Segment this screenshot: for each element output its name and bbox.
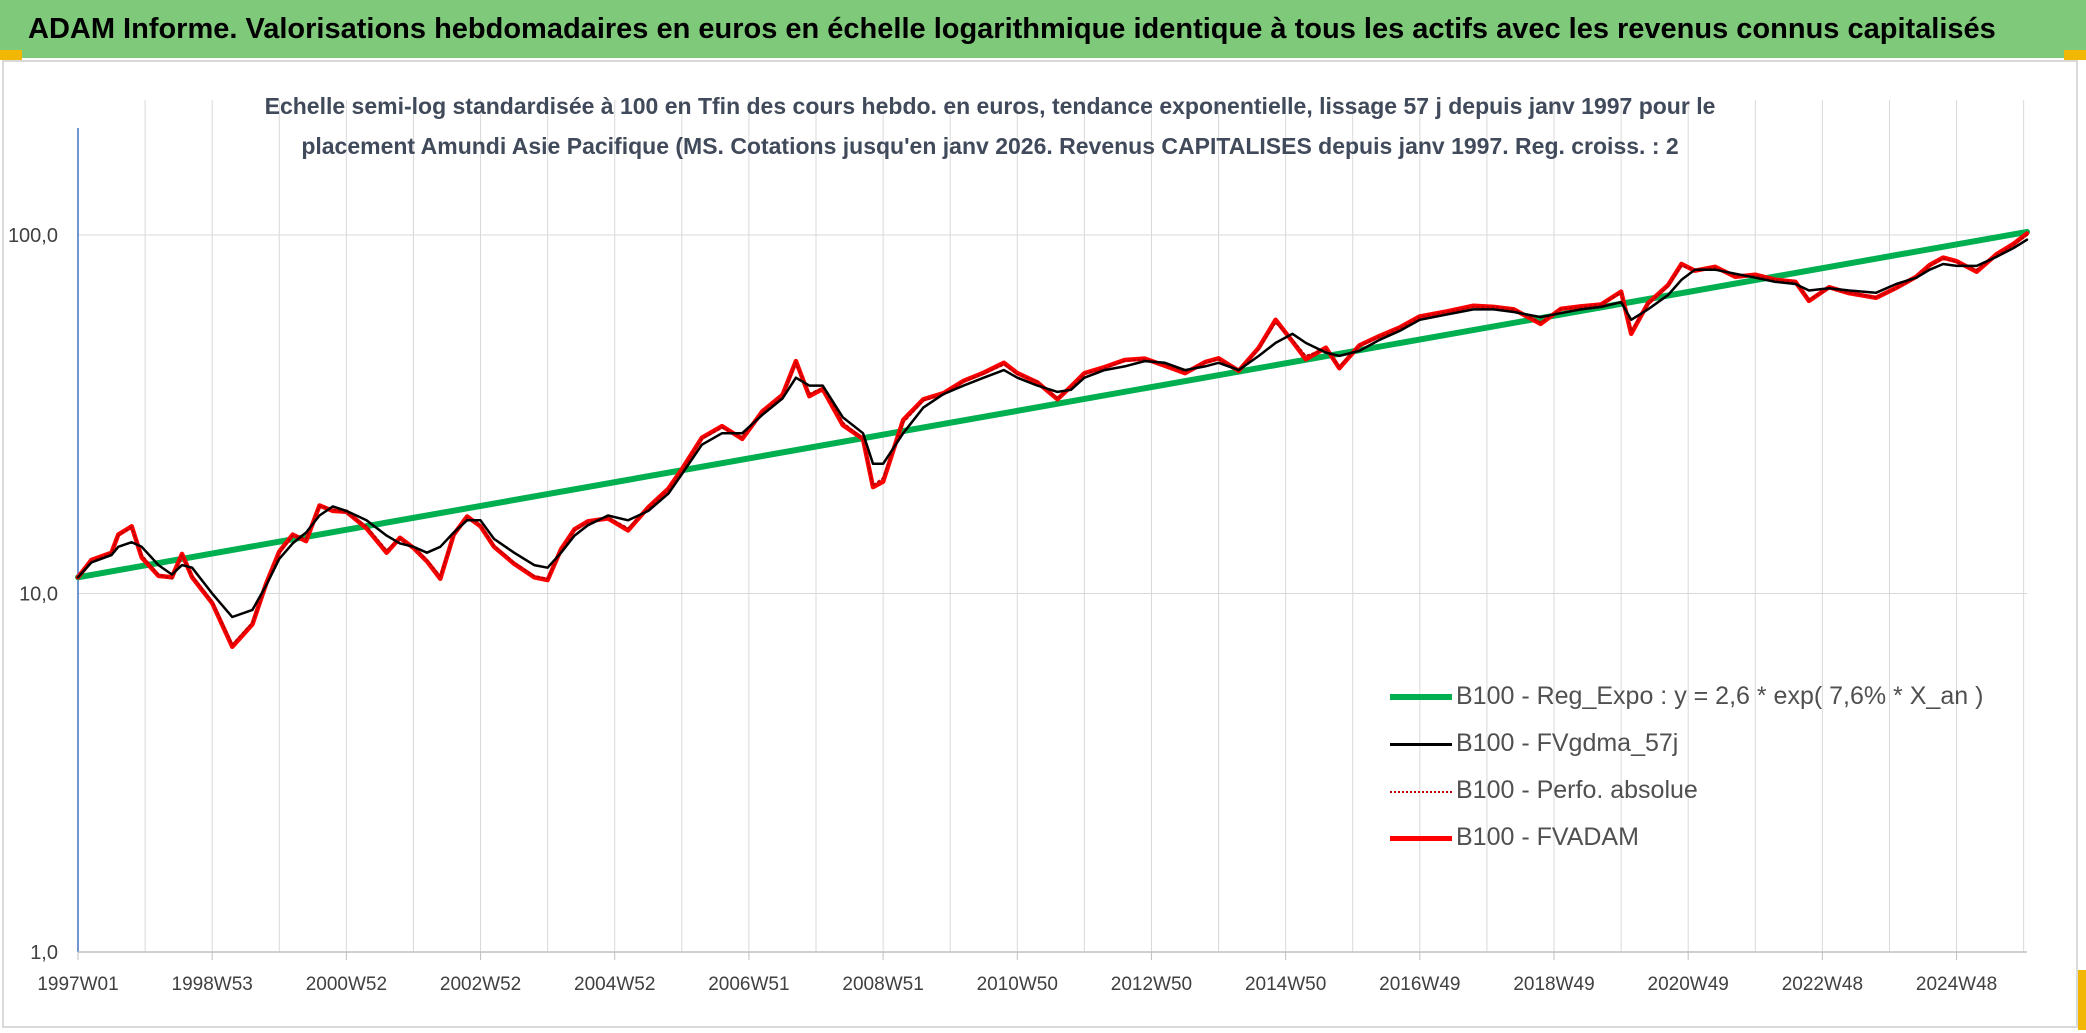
- series-regression-line: [75, 228, 2030, 581]
- legend-label-perf-absolue: B100 - Perfo. absolue: [1456, 776, 1698, 804]
- legend-item-perf-absolue: B100 - Perfo. absolue: [1388, 772, 2028, 812]
- legend-label-moving-average: B100 - FVgdma_57j: [1456, 729, 1679, 757]
- axes: [77, 128, 2027, 960]
- series-perf-absolue-line: [77, 234, 2028, 646]
- corner-accent-bottom-right: [2078, 970, 2086, 1030]
- x-tick-label: 2006W51: [708, 974, 789, 995]
- legend-swatch-regression: [1390, 694, 1452, 700]
- report-banner: ADAM Informe. Valorisations hebdomadaire…: [0, 0, 2086, 58]
- x-tick-label: 2016W49: [1379, 974, 1460, 995]
- chart-title-line-1: Echelle semi-log standardisée à 100 en T…: [264, 93, 1716, 119]
- x-tick-label: 2002W52: [440, 974, 521, 995]
- x-tick-label: 2024W48: [1916, 974, 1997, 995]
- corner-accent-right: [2064, 50, 2086, 60]
- tick-labels: 1,0 10,0 100,0 1997W01 1998W53 2000W52 2002W52…: [8, 225, 1997, 995]
- series-moving-average-line: [76, 238, 2029, 619]
- chart-title-line-2: placement Amundi Asie Pacifique (MS. Cot…: [301, 133, 1679, 159]
- x-tick-label: 2004W52: [574, 974, 655, 995]
- legend-swatch-fvadam: [1390, 836, 1452, 841]
- chart-title: Echelle semi-log standardisée à 100 en T…: [250, 86, 1730, 166]
- x-tick-label: 2020W49: [1648, 974, 1729, 995]
- x-tick-label: 2008W51: [842, 974, 923, 995]
- legend-swatch-perf-absolue: [1390, 791, 1452, 793]
- chart-frame: [2, 60, 2078, 1028]
- x-tick-label: 2018W49: [1513, 974, 1594, 995]
- y-tick-label: 100,0: [8, 225, 58, 247]
- x-tick-label: 1997W01: [37, 974, 118, 995]
- corner-accent-left: [0, 50, 22, 60]
- x-tick-label: 2000W52: [306, 974, 387, 995]
- x-tick-label: 2010W50: [977, 974, 1058, 995]
- y-tick-label: 10,0: [19, 584, 58, 606]
- x-tick-label: 2012W50: [1111, 974, 1192, 995]
- series-fvadam-line: [75, 231, 2030, 650]
- legend-label-regression: B100 - Reg_Expo : y = 2,6 * exp( 7,6% * …: [1456, 682, 1984, 710]
- x-tick-label: 2022W48: [1782, 974, 1863, 995]
- x-tick-label: 1998W53: [172, 974, 253, 995]
- legend-label-fvadam: B100 - FVADAM: [1456, 823, 1639, 851]
- y-tick-label: 1,0: [30, 942, 58, 964]
- legend-item-moving-average: B100 - FVgdma_57j: [1388, 725, 2028, 765]
- legend-item-fvadam: B100 - FVADAM: [1388, 819, 2028, 859]
- x-tick-label: 2014W50: [1245, 974, 1326, 995]
- legend-item-regression: B100 - Reg_Expo : y = 2,6 * exp( 7,6% * …: [1388, 678, 2028, 718]
- series-layer: [75, 228, 2030, 650]
- legend-swatch-moving-average: [1390, 743, 1452, 746]
